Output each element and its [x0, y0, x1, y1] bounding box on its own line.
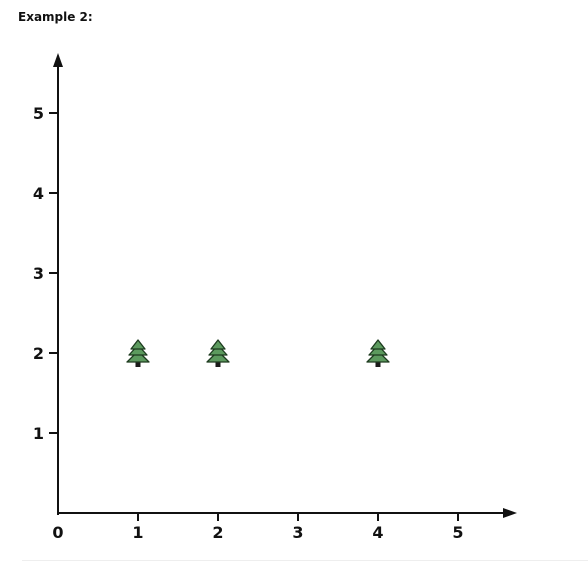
page-divider [22, 560, 588, 561]
tree-icon [367, 340, 389, 367]
x-tick-label: 1 [132, 523, 143, 542]
x-tick-label: 5 [452, 523, 463, 542]
x-tick-label: 0 [52, 523, 63, 542]
y-tick-label: 3 [33, 264, 44, 283]
ticks: 0 1 2 3 4 5 1 2 3 4 5 [33, 104, 464, 542]
x-tick-label: 3 [292, 523, 303, 542]
x-tick-label: 2 [212, 523, 223, 542]
data-points [127, 340, 389, 367]
axes [53, 53, 517, 518]
y-tick-label: 1 [33, 424, 44, 443]
x-tick-label: 4 [372, 523, 383, 542]
y-tick-label: 2 [33, 344, 44, 363]
y-tick-label: 4 [33, 184, 44, 203]
x-axis-arrow [503, 508, 517, 518]
y-axis-arrow [53, 53, 63, 67]
tree-icon [207, 340, 229, 367]
tree-icon [127, 340, 149, 367]
y-tick-label: 5 [33, 104, 44, 123]
